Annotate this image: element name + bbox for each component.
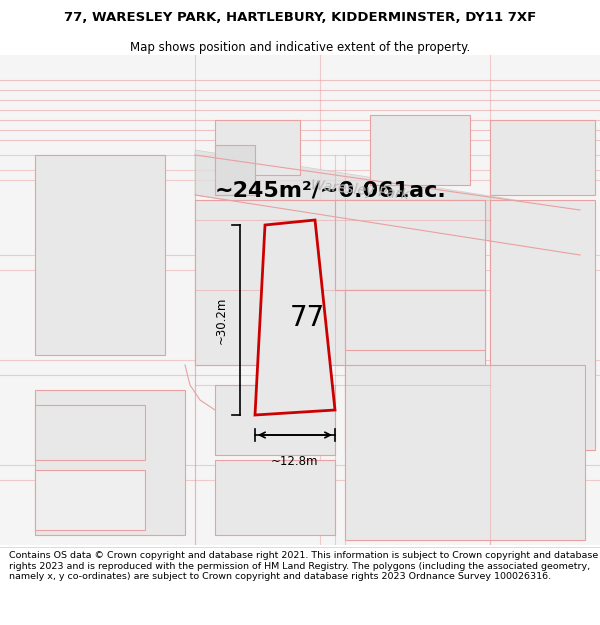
Text: Waresley Park: Waresley Park	[310, 178, 410, 202]
Text: 77, WARESLEY PARK, HARTLEBURY, KIDDERMINSTER, DY11 7XF: 77, WARESLEY PARK, HARTLEBURY, KIDDERMIN…	[64, 11, 536, 24]
Bar	[490, 120, 595, 195]
Bar	[345, 290, 485, 350]
Text: 77: 77	[290, 304, 325, 331]
Text: ~12.8m: ~12.8m	[271, 455, 319, 468]
Bar	[215, 460, 335, 535]
Bar	[215, 385, 335, 455]
Bar	[345, 290, 485, 450]
Text: Contains OS data © Crown copyright and database right 2021. This information is : Contains OS data © Crown copyright and d…	[9, 551, 598, 581]
Text: ~30.2m: ~30.2m	[215, 296, 228, 344]
Bar	[35, 155, 165, 355]
Bar	[335, 200, 485, 290]
Bar	[35, 405, 145, 460]
Polygon shape	[195, 150, 580, 255]
Bar	[490, 200, 595, 450]
Bar	[370, 115, 470, 185]
Bar	[35, 390, 185, 535]
Text: ~245m²/~0.061ac.: ~245m²/~0.061ac.	[215, 180, 447, 200]
Bar	[215, 120, 300, 175]
Bar	[345, 365, 585, 540]
Bar	[195, 200, 485, 365]
Bar	[215, 145, 255, 195]
Text: Map shows position and indicative extent of the property.: Map shows position and indicative extent…	[130, 41, 470, 54]
Bar	[35, 470, 145, 530]
Polygon shape	[255, 220, 335, 415]
